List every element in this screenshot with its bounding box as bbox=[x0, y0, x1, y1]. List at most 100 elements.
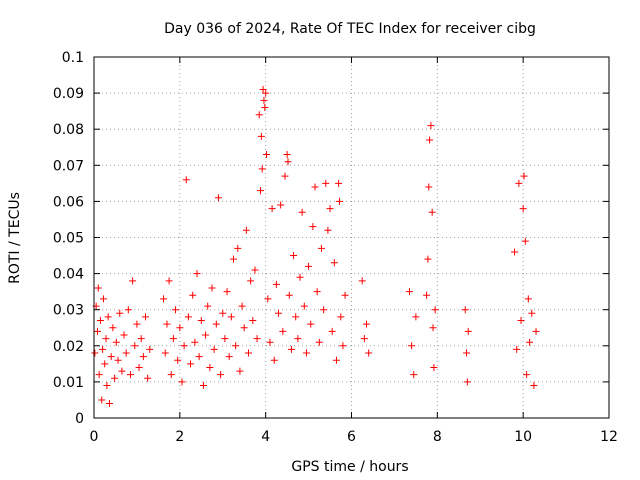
data-point bbox=[287, 345, 295, 353]
data-point bbox=[102, 335, 110, 343]
data-point bbox=[111, 374, 119, 382]
data-point bbox=[263, 150, 271, 158]
data-point bbox=[521, 237, 529, 245]
data-point bbox=[285, 291, 293, 299]
data-point bbox=[320, 306, 328, 314]
data-point bbox=[99, 295, 107, 303]
data-point bbox=[98, 396, 106, 404]
data-point bbox=[292, 313, 300, 321]
data-point bbox=[328, 327, 336, 335]
data-point bbox=[161, 349, 169, 357]
data-point bbox=[284, 158, 292, 166]
data-point bbox=[199, 382, 207, 390]
data-point bbox=[275, 309, 283, 317]
data-point bbox=[193, 270, 201, 278]
data-point bbox=[425, 183, 433, 191]
data-point bbox=[191, 338, 199, 346]
y-tick-label: 0.08 bbox=[53, 122, 84, 138]
data-point bbox=[214, 194, 222, 202]
data-point bbox=[431, 306, 439, 314]
data-point bbox=[165, 277, 173, 285]
data-point bbox=[247, 277, 255, 285]
data-point bbox=[277, 201, 285, 209]
data-point bbox=[249, 317, 257, 325]
data-point bbox=[104, 313, 112, 321]
data-point bbox=[146, 345, 154, 353]
data-point bbox=[464, 327, 472, 335]
data-point bbox=[208, 284, 216, 292]
data-point bbox=[202, 331, 210, 339]
y-tick-label: 0.07 bbox=[53, 158, 84, 174]
x-axis-label: GPS time / hours bbox=[291, 459, 408, 475]
data-point bbox=[408, 342, 416, 350]
data-point bbox=[93, 327, 101, 335]
data-point bbox=[116, 309, 124, 317]
data-point bbox=[358, 277, 366, 285]
data-point bbox=[120, 331, 128, 339]
data-point bbox=[519, 205, 527, 213]
data-point bbox=[131, 342, 139, 350]
data-point bbox=[270, 356, 278, 364]
x-tick-label: 6 bbox=[347, 429, 356, 445]
y-tick-label: 0.02 bbox=[53, 339, 84, 355]
data-point bbox=[229, 255, 237, 263]
data-point bbox=[363, 320, 371, 328]
data-point bbox=[463, 349, 471, 357]
data-point bbox=[335, 197, 343, 205]
data-point bbox=[300, 302, 308, 310]
x-tick-label: 2 bbox=[175, 429, 184, 445]
y-tick-label: 0.04 bbox=[53, 267, 84, 283]
data-point bbox=[258, 165, 266, 173]
data-point bbox=[317, 244, 325, 252]
data-point bbox=[206, 363, 214, 371]
data-point bbox=[268, 205, 276, 213]
data-point bbox=[517, 317, 525, 325]
data-point bbox=[139, 353, 147, 361]
data-point bbox=[223, 288, 231, 296]
data-point bbox=[261, 104, 269, 112]
data-point bbox=[424, 255, 432, 263]
data-point bbox=[405, 288, 413, 296]
data-point bbox=[332, 356, 340, 364]
y-tick-label: 0.03 bbox=[53, 303, 84, 319]
data-point bbox=[107, 353, 115, 361]
y-tick-label: 0.09 bbox=[53, 86, 84, 102]
x-tick-label: 10 bbox=[514, 429, 532, 445]
data-point bbox=[122, 349, 130, 357]
data-point bbox=[264, 295, 272, 303]
data-point bbox=[197, 317, 205, 325]
data-point bbox=[103, 382, 111, 390]
data-point bbox=[178, 378, 186, 386]
data-point bbox=[283, 150, 291, 158]
data-point bbox=[309, 223, 317, 231]
data-point bbox=[520, 172, 528, 180]
data-point bbox=[523, 371, 531, 379]
data-point bbox=[99, 345, 107, 353]
data-point bbox=[169, 335, 177, 343]
data-point bbox=[341, 291, 349, 299]
data-point bbox=[101, 360, 109, 368]
data-point bbox=[212, 320, 220, 328]
data-point bbox=[279, 327, 287, 335]
data-point bbox=[532, 327, 540, 335]
data-point bbox=[530, 382, 538, 390]
y-tick-label: 0.05 bbox=[53, 231, 84, 247]
data-point bbox=[112, 338, 120, 346]
data-point bbox=[427, 122, 435, 130]
data-point bbox=[257, 132, 265, 140]
data-point bbox=[339, 342, 347, 350]
data-point bbox=[524, 295, 532, 303]
data-point bbox=[91, 349, 99, 357]
data-point bbox=[94, 284, 102, 292]
data-point bbox=[182, 176, 190, 184]
data-point bbox=[463, 378, 471, 386]
data-point bbox=[315, 338, 323, 346]
grid-lines bbox=[94, 57, 609, 418]
data-point bbox=[242, 226, 250, 234]
x-tick-label: 4 bbox=[261, 429, 270, 445]
data-point bbox=[234, 244, 242, 252]
data-point bbox=[217, 371, 225, 379]
data-point bbox=[360, 335, 368, 343]
data-point bbox=[324, 226, 332, 234]
data-point bbox=[511, 248, 519, 256]
